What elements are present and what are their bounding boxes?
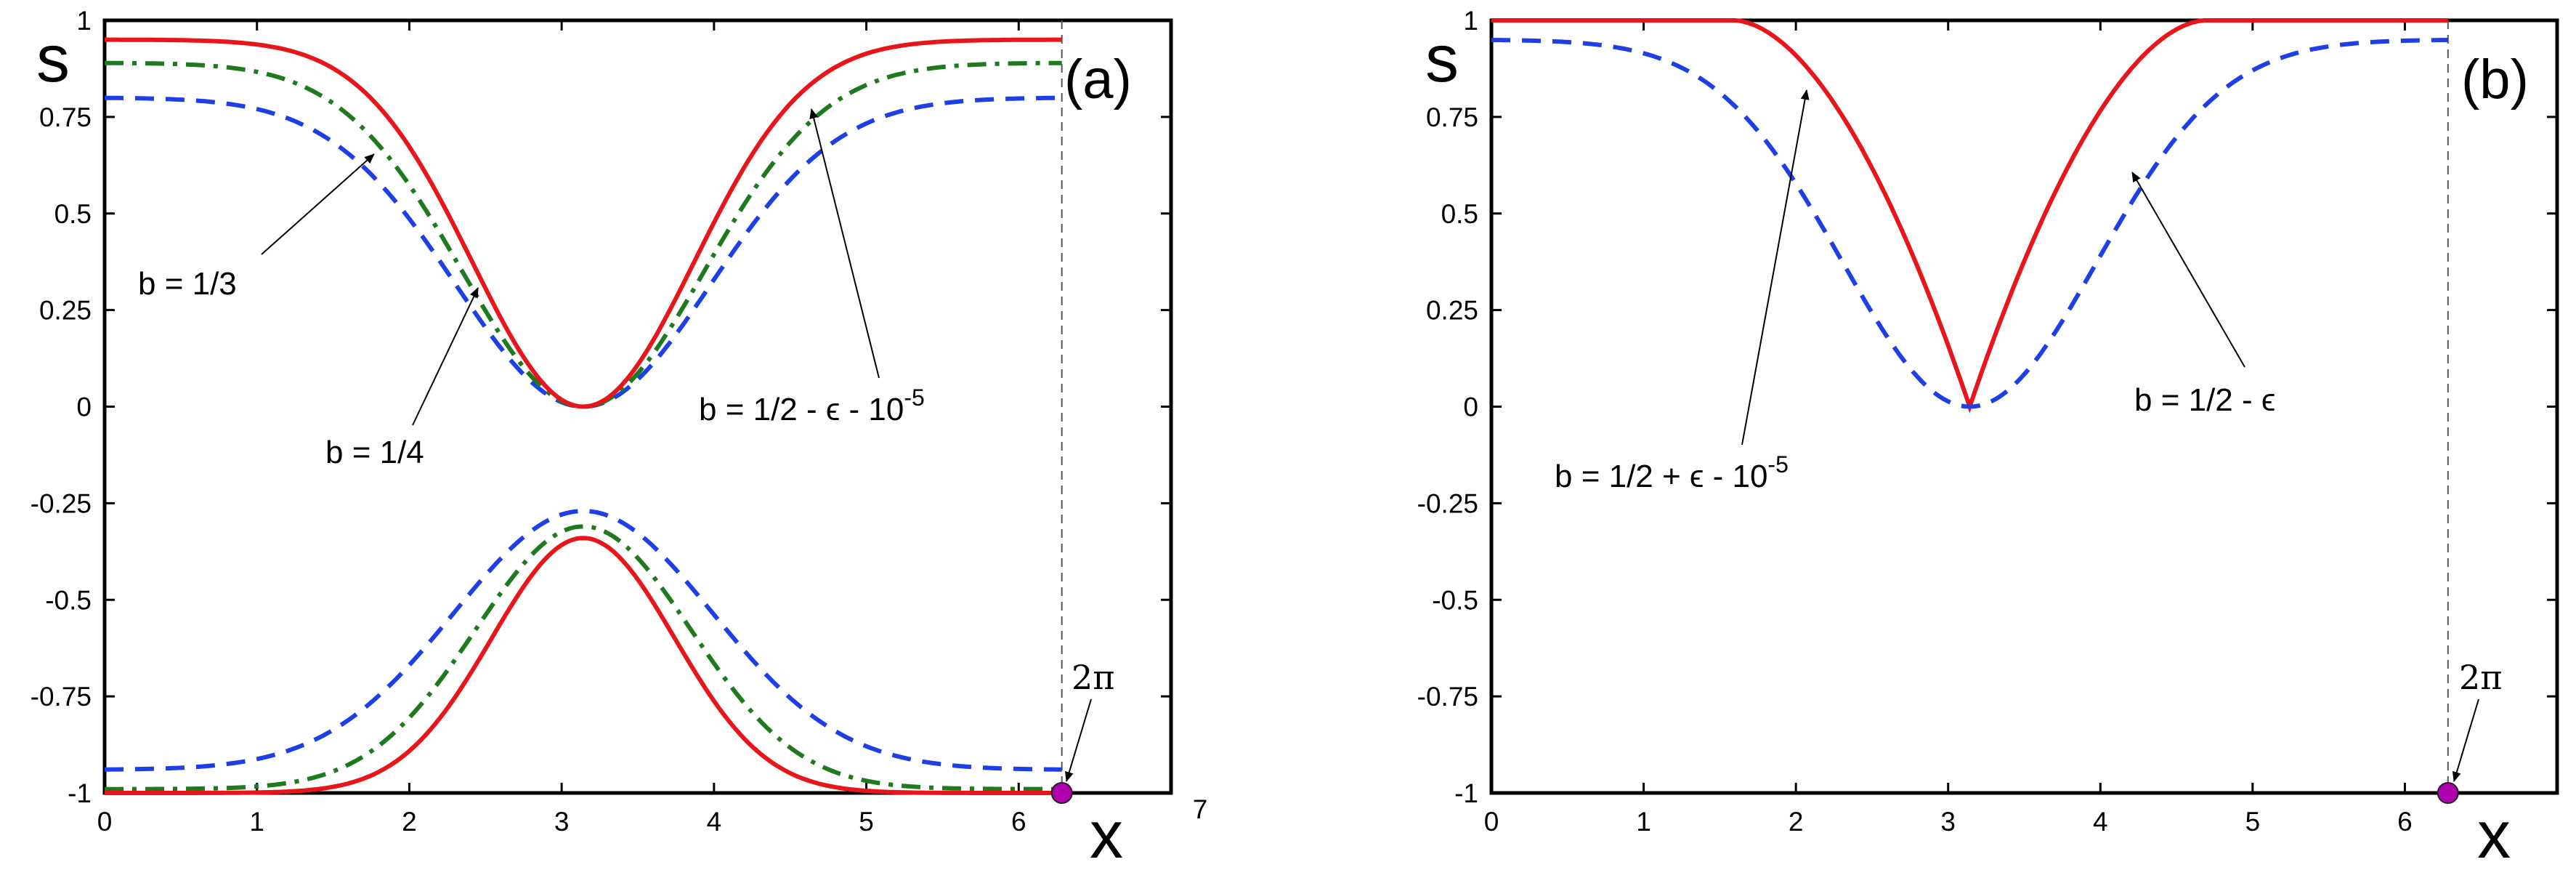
panel-a-y-label: s	[36, 22, 70, 96]
x-tick-label: 0	[1484, 807, 1499, 837]
y-tick-label: 0	[76, 392, 92, 422]
y-tick-label: -0.75	[31, 682, 92, 712]
x-tick-label: 6	[2397, 807, 2413, 837]
panel-b-2pi-marker	[2437, 782, 2459, 804]
annotation-b-half-minus-eps-arrow	[2131, 172, 2245, 368]
panel-b-frame	[1489, 18, 2559, 795]
y-tick-label: -0.25	[1417, 488, 1478, 518]
x-tick-label: 4	[2093, 807, 2108, 837]
x-tick-label: 2	[1789, 807, 1804, 837]
panel-a-label: (a)	[1064, 49, 1132, 110]
x-tick-label: 2	[402, 807, 417, 837]
y-tick-label: -1	[1454, 778, 1478, 808]
y-tick-label: 0.75	[1426, 102, 1478, 132]
panel-a-curves	[105, 37, 1062, 795]
y-tick-label: 0.5	[54, 199, 92, 229]
x-tick-label: 3	[1940, 807, 1956, 837]
panel-b-label: (b)	[2461, 49, 2529, 110]
y-tick-label: -0.75	[1417, 682, 1478, 712]
annotation-2pi-b-arrow	[2453, 698, 2479, 782]
panel-a-frame	[102, 18, 1173, 795]
annotation-b-half-minus-eps-10-5: b = 1/2 - ϵ - 10-5	[699, 384, 925, 427]
panel-a-2pi-marker	[1050, 782, 1073, 804]
panel-b-y-label: s	[1425, 22, 1459, 96]
y-tick-label: 0.25	[39, 296, 92, 326]
y-tick-label: -1	[68, 778, 92, 808]
annotation-b-1-3-arrow	[261, 153, 375, 255]
x-tick-label: 5	[859, 807, 874, 837]
curve-upper-2	[105, 60, 1062, 409]
curve-lower-1	[105, 508, 1062, 772]
x-tick-label: 6	[1011, 807, 1026, 837]
annotation-2pi-a: 2π	[1072, 658, 1115, 697]
annotation-b-half-plus-eps-10-5: b = 1/2 + ϵ - 10-5	[1555, 451, 1789, 494]
panel-b-curves	[1491, 18, 2448, 414]
y-tick-label: -0.5	[45, 585, 92, 615]
y-tick-label: 0.75	[39, 102, 92, 132]
panel-a-x-ticks: 0 1 2 3 4 5 6 7	[97, 20, 1208, 837]
panel-b-y-ticks: 1 0.75 0.5 0.25 0 -0.25 -0.5 -0.75 -1	[1417, 6, 2557, 808]
annotation-b-1-4: b = 1/4	[325, 435, 424, 470]
x-tick-label: 1	[1636, 807, 1651, 837]
y-tick-label: 0.25	[1426, 296, 1478, 326]
annotation-2pi-a-arrow	[1065, 698, 1092, 782]
annotation-b-1-3: b = 1/3	[138, 266, 237, 302]
panel-b-x-label: x	[2477, 798, 2511, 870]
y-tick-label: -0.5	[1432, 585, 1478, 615]
x-tick-label: 4	[707, 807, 722, 837]
y-tick-label: 1	[76, 6, 92, 36]
x-tick-label: 1	[249, 807, 264, 837]
annotation-2pi-b: 2π	[2459, 658, 2503, 697]
curve-lower-2	[105, 524, 1062, 792]
y-tick-label: 0	[1463, 392, 1478, 422]
x-tick-label: 5	[2245, 807, 2261, 837]
y-tick-label: 1	[1463, 6, 1478, 36]
curve-upper-3	[105, 37, 1062, 409]
y-tick-label: 0.5	[1441, 199, 1478, 229]
panel-a-x-label: x	[1090, 798, 1123, 870]
annotation-b-half-minus-eps: b = 1/2 - ϵ	[2134, 382, 2275, 418]
x-tick-label: 7	[1193, 794, 1208, 824]
curve-lower-3	[105, 536, 1062, 795]
panel-a-y-ticks: 1 0.75 0.5 0.25 0 -0.25 -0.5 -0.75 -1	[31, 6, 1171, 808]
y-tick-label: -0.25	[31, 488, 92, 518]
annotation-b-1-4-arrow	[412, 287, 479, 426]
curve-upper-2	[1491, 38, 2448, 409]
annotation-b-half-plus-eps-10-5-arrow	[1741, 89, 1810, 446]
x-tick-label: 3	[554, 807, 570, 837]
curve-upper-1	[105, 95, 1062, 409]
x-tick-label: 0	[97, 807, 113, 837]
annotation-b-half-minus-eps-10-5-arrow	[809, 108, 880, 379]
panel-a: 1 0.75 0.5 0.25 0 -0.25 -0.5 -0.75 -1 0 1 2 3 4 5 6 7 s…	[31, 6, 1208, 870]
